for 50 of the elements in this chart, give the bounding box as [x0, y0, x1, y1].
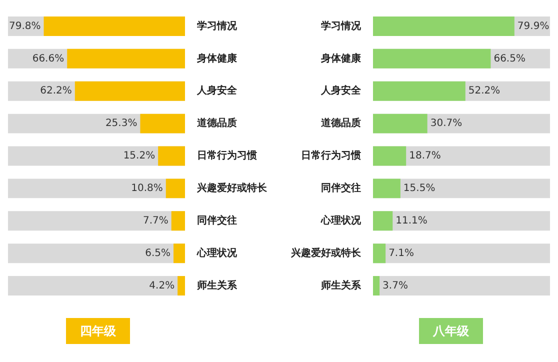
- y-tick-label: 身体健康: [320, 52, 362, 64]
- data-label: 66.5%: [494, 53, 526, 64]
- bar: [173, 244, 185, 264]
- data-label: 15.2%: [123, 150, 156, 162]
- bar: [166, 178, 185, 198]
- bar: [178, 276, 185, 296]
- y-tick-label: 学习情况: [321, 20, 362, 32]
- bar: [158, 146, 185, 166]
- bar: [373, 146, 406, 166]
- data-label: 25.3%: [105, 118, 138, 130]
- data-label: 7.7%: [142, 215, 168, 226]
- y-tick-label: 师生关系: [196, 279, 238, 292]
- bar: [373, 178, 400, 198]
- bar: [171, 211, 185, 231]
- bar: [373, 244, 386, 264]
- data-label: 4.2%: [149, 280, 175, 292]
- y-tick-label: 道德品质: [320, 117, 361, 130]
- y-tick-label: 道德品质: [196, 117, 237, 130]
- data-label: 62.2%: [40, 86, 72, 97]
- bar: [373, 211, 393, 231]
- data-label: 7.1%: [388, 248, 414, 259]
- bar: [373, 276, 380, 296]
- bar: [373, 114, 428, 134]
- y-tick-label: 人身安全: [320, 84, 362, 97]
- data-label: 52.2%: [468, 86, 500, 97]
- y-tick-label: 身体健康: [196, 52, 238, 64]
- y-tick-label: 学习情况: [197, 20, 238, 32]
- bar: [140, 114, 185, 134]
- y-tick-label: 师生关系: [320, 279, 362, 292]
- y-tick-label: 兴趣爱好或特长: [290, 246, 362, 259]
- data-label: 3.7%: [382, 280, 408, 292]
- data-label: 30.7%: [430, 118, 462, 130]
- data-label: 11.1%: [396, 215, 428, 226]
- y-tick-label: 同伴交往: [197, 214, 237, 226]
- y-tick-label: 日常行为习惯: [301, 150, 361, 162]
- data-label: 15.5%: [403, 183, 436, 194]
- y-tick-label: 心理状况: [320, 214, 362, 226]
- data-label: 79.9%: [517, 20, 550, 32]
- data-label: 10.8%: [131, 183, 163, 194]
- text: 八年级: [419, 318, 483, 344]
- y-tick-label: 同伴交往: [321, 182, 361, 194]
- data-label: 66.6%: [32, 53, 64, 64]
- data-label: 18.7%: [409, 150, 441, 162]
- text: 四年级: [66, 318, 130, 344]
- y-tick-label: 兴趣爱好或特长: [196, 182, 268, 194]
- y-tick-label: 心理状况: [196, 246, 238, 259]
- y-tick-label: 人身安全: [196, 84, 238, 97]
- data-label: 79.8%: [8, 20, 41, 32]
- data-label: 6.5%: [145, 248, 170, 259]
- y-tick-label: 日常行为习惯: [197, 150, 257, 162]
